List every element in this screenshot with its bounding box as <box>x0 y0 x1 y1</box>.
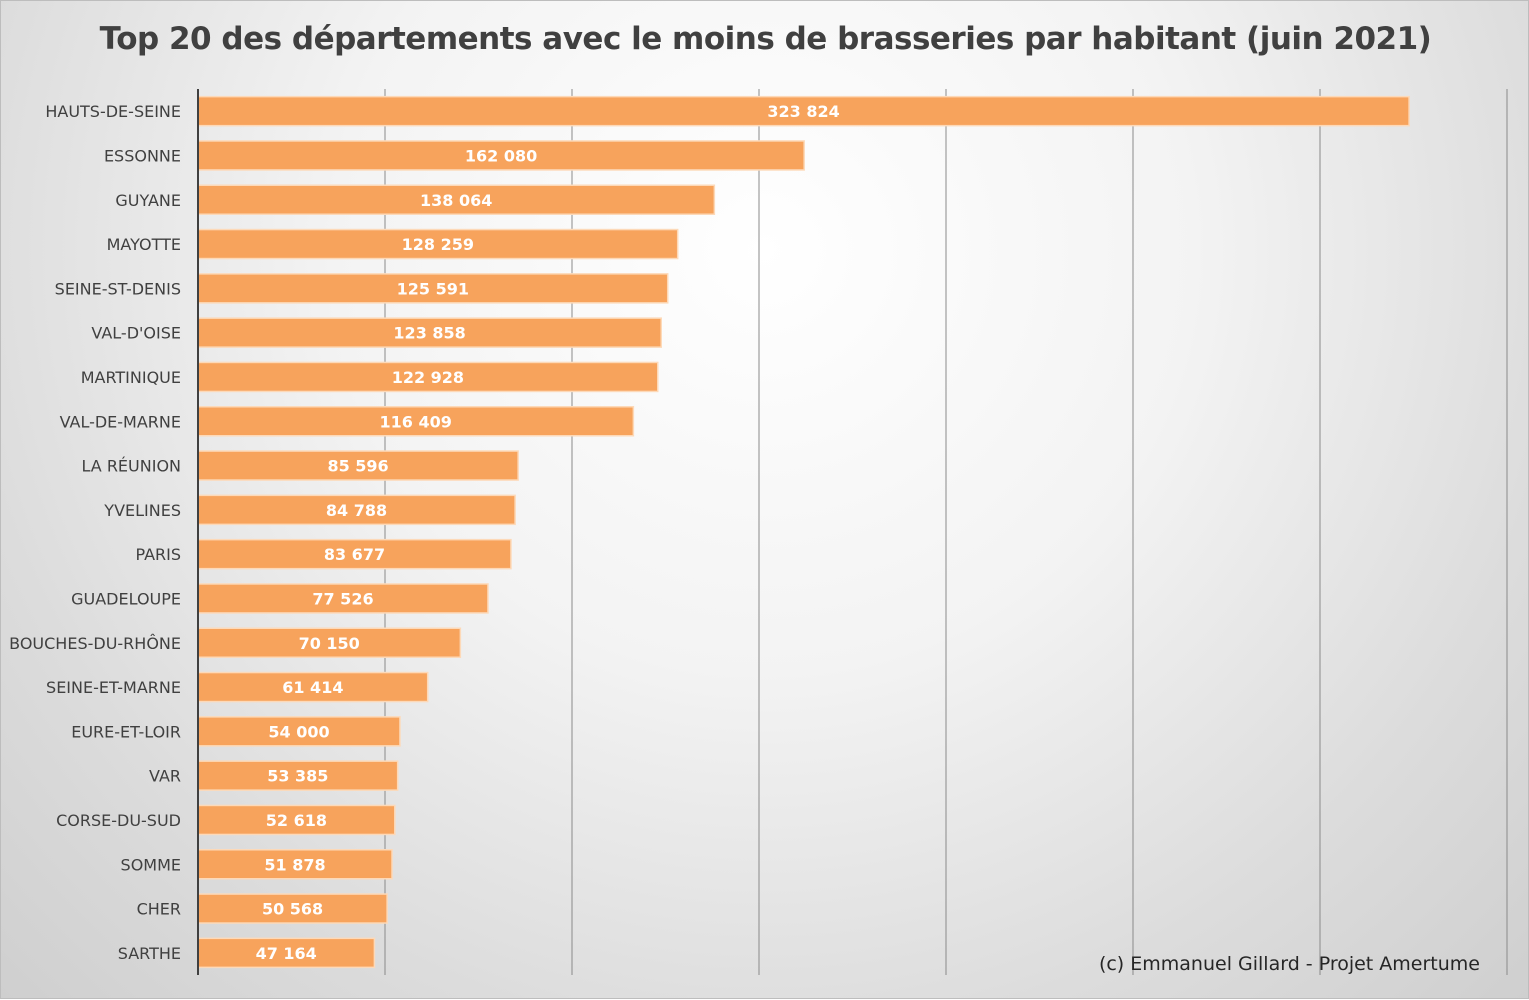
bar <box>197 627 462 658</box>
category-label: VAR <box>149 767 181 786</box>
bar <box>197 95 1410 127</box>
data-label: 70 150 <box>299 634 360 653</box>
category-label: PARIS <box>135 545 181 564</box>
data-label: 128 259 <box>402 235 474 254</box>
category-label: LA RÉUNION <box>82 457 182 476</box>
category-label: SEINE-ST-DENIS <box>55 279 181 298</box>
data-label: 116 409 <box>379 412 451 431</box>
bar <box>197 849 393 880</box>
data-label: 83 677 <box>324 545 385 564</box>
data-label: 125 591 <box>397 279 469 298</box>
data-label: 53 385 <box>267 767 328 786</box>
data-label: 122 928 <box>392 368 464 387</box>
bar <box>197 538 512 570</box>
category-label: GUYANE <box>115 191 181 210</box>
category-label: SEINE-ET-MARNE <box>46 678 181 697</box>
data-label: 51 878 <box>264 855 325 874</box>
chart-credit: (c) Emmanuel Gillard - Projet Amertume <box>1098 953 1480 975</box>
category-label: VAL-D'OISE <box>91 324 181 343</box>
category-label: ESSONNE <box>104 146 181 165</box>
data-label: 47 164 <box>256 944 317 963</box>
data-label: 61 414 <box>282 678 343 697</box>
bar <box>197 893 388 924</box>
bar <box>197 450 519 481</box>
chart-title: Top 20 des départements avec le moins de… <box>99 21 1432 57</box>
category-label: SOMME <box>121 855 181 874</box>
data-label: 52 618 <box>266 811 327 830</box>
category-label: YVELINES <box>103 501 181 520</box>
category-label: MAYOTTE <box>107 235 181 254</box>
data-label: 323 824 <box>767 102 839 121</box>
category-label: MARTINIQUE <box>81 368 181 387</box>
bar <box>197 406 635 437</box>
category-label: GUADELOUPE <box>71 589 181 608</box>
category-label: CORSE-DU-SUD <box>56 811 181 830</box>
data-label: 85 596 <box>327 457 388 476</box>
bar <box>197 716 401 747</box>
bar <box>197 760 399 791</box>
category-label: SARTHE <box>118 944 181 963</box>
category-label: CHER <box>137 900 181 919</box>
data-label: 54 000 <box>268 722 329 741</box>
bar <box>197 361 659 393</box>
data-label: 77 526 <box>312 589 373 608</box>
data-label: 123 858 <box>393 324 465 343</box>
bar <box>197 583 489 614</box>
data-label: 84 788 <box>326 501 387 520</box>
data-label: 162 080 <box>465 146 537 165</box>
category-label: BOUCHES-DU-RHÔNE <box>9 634 181 653</box>
data-label: 50 568 <box>262 900 323 919</box>
category-label: HAUTS-DE-SEINE <box>45 102 181 121</box>
category-label: VAL-DE-MARNE <box>60 412 181 431</box>
data-label: 138 064 <box>420 191 492 210</box>
category-label: EURE-ET-LOIR <box>71 722 181 741</box>
bar <box>197 804 396 836</box>
bar <box>197 671 429 703</box>
